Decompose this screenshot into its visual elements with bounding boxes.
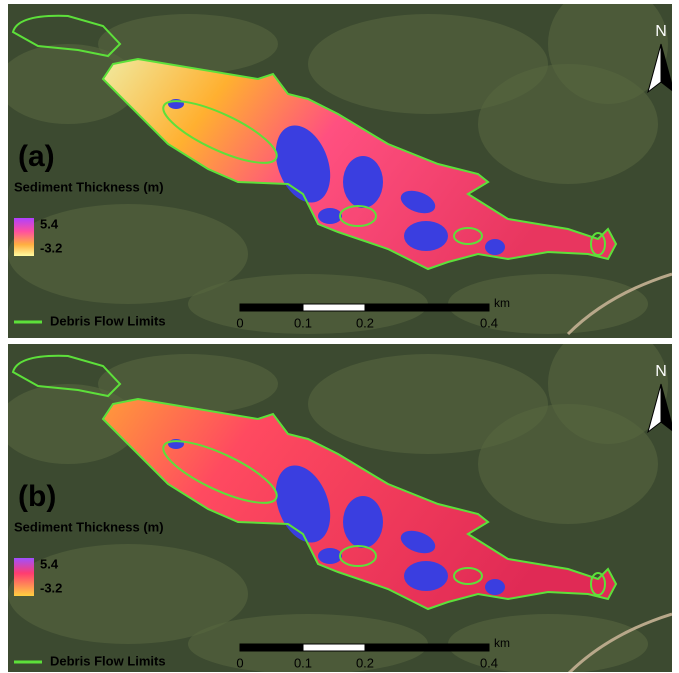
scale-bar [240,644,271,651]
legend-line-label: Debris Flow Limits [50,653,166,668]
scale-label: 0 [236,655,243,670]
legend-ramp [14,218,34,256]
legend-max: 5.4 [40,556,59,571]
scale-bar [303,304,365,311]
scale-bar [303,644,365,651]
scale-bar [271,304,303,311]
legend-max: 5.4 [40,216,59,231]
scale-unit: km [494,296,510,310]
scale-label: 0.1 [294,655,312,670]
scale-label: 0.2 [356,655,374,670]
deposit-thick [404,221,448,251]
legend-min: -3.2 [40,580,62,595]
map-panel: (b) Sediment Thickness (m) 5.4 -3.2 Debris F… [0,324,674,673]
legend-title: Sediment Thickness (m) [14,519,164,534]
scale-label: 0.2 [356,315,374,330]
legend-line-label: Debris Flow Limits [50,313,166,328]
scale-label: 0.1 [294,315,312,330]
deposit-thick [485,239,505,255]
scale-label: 0.4 [480,655,498,670]
panel-label: (a) [18,140,55,173]
scale-bar [365,644,489,651]
legend-min: -3.2 [40,240,62,255]
deposit-thick [343,156,383,208]
figure: (a) Sediment Thickness (m) 5.4 -3.2 Debris F… [0,0,679,673]
deposit-thick [404,561,448,591]
scale-bar [271,644,303,651]
panel-label: (b) [18,480,56,513]
scale-bar [240,304,271,311]
deposit-thick [318,548,342,564]
deposit-thick [485,579,505,595]
north-label: N [655,363,667,380]
legend-ramp [14,558,34,596]
map-panel: (a) Sediment Thickness (m) 5.4 -3.2 Debris F… [0,0,674,338]
deposit-thick [318,208,342,224]
legend-title: Sediment Thickness (m) [14,179,164,194]
scale-unit: km [494,636,510,650]
scale-bar [365,304,489,311]
north-label: N [655,23,667,40]
deposit-thick [343,496,383,548]
scale-label: 0 [236,315,243,330]
scale-label: 0.4 [480,315,498,330]
